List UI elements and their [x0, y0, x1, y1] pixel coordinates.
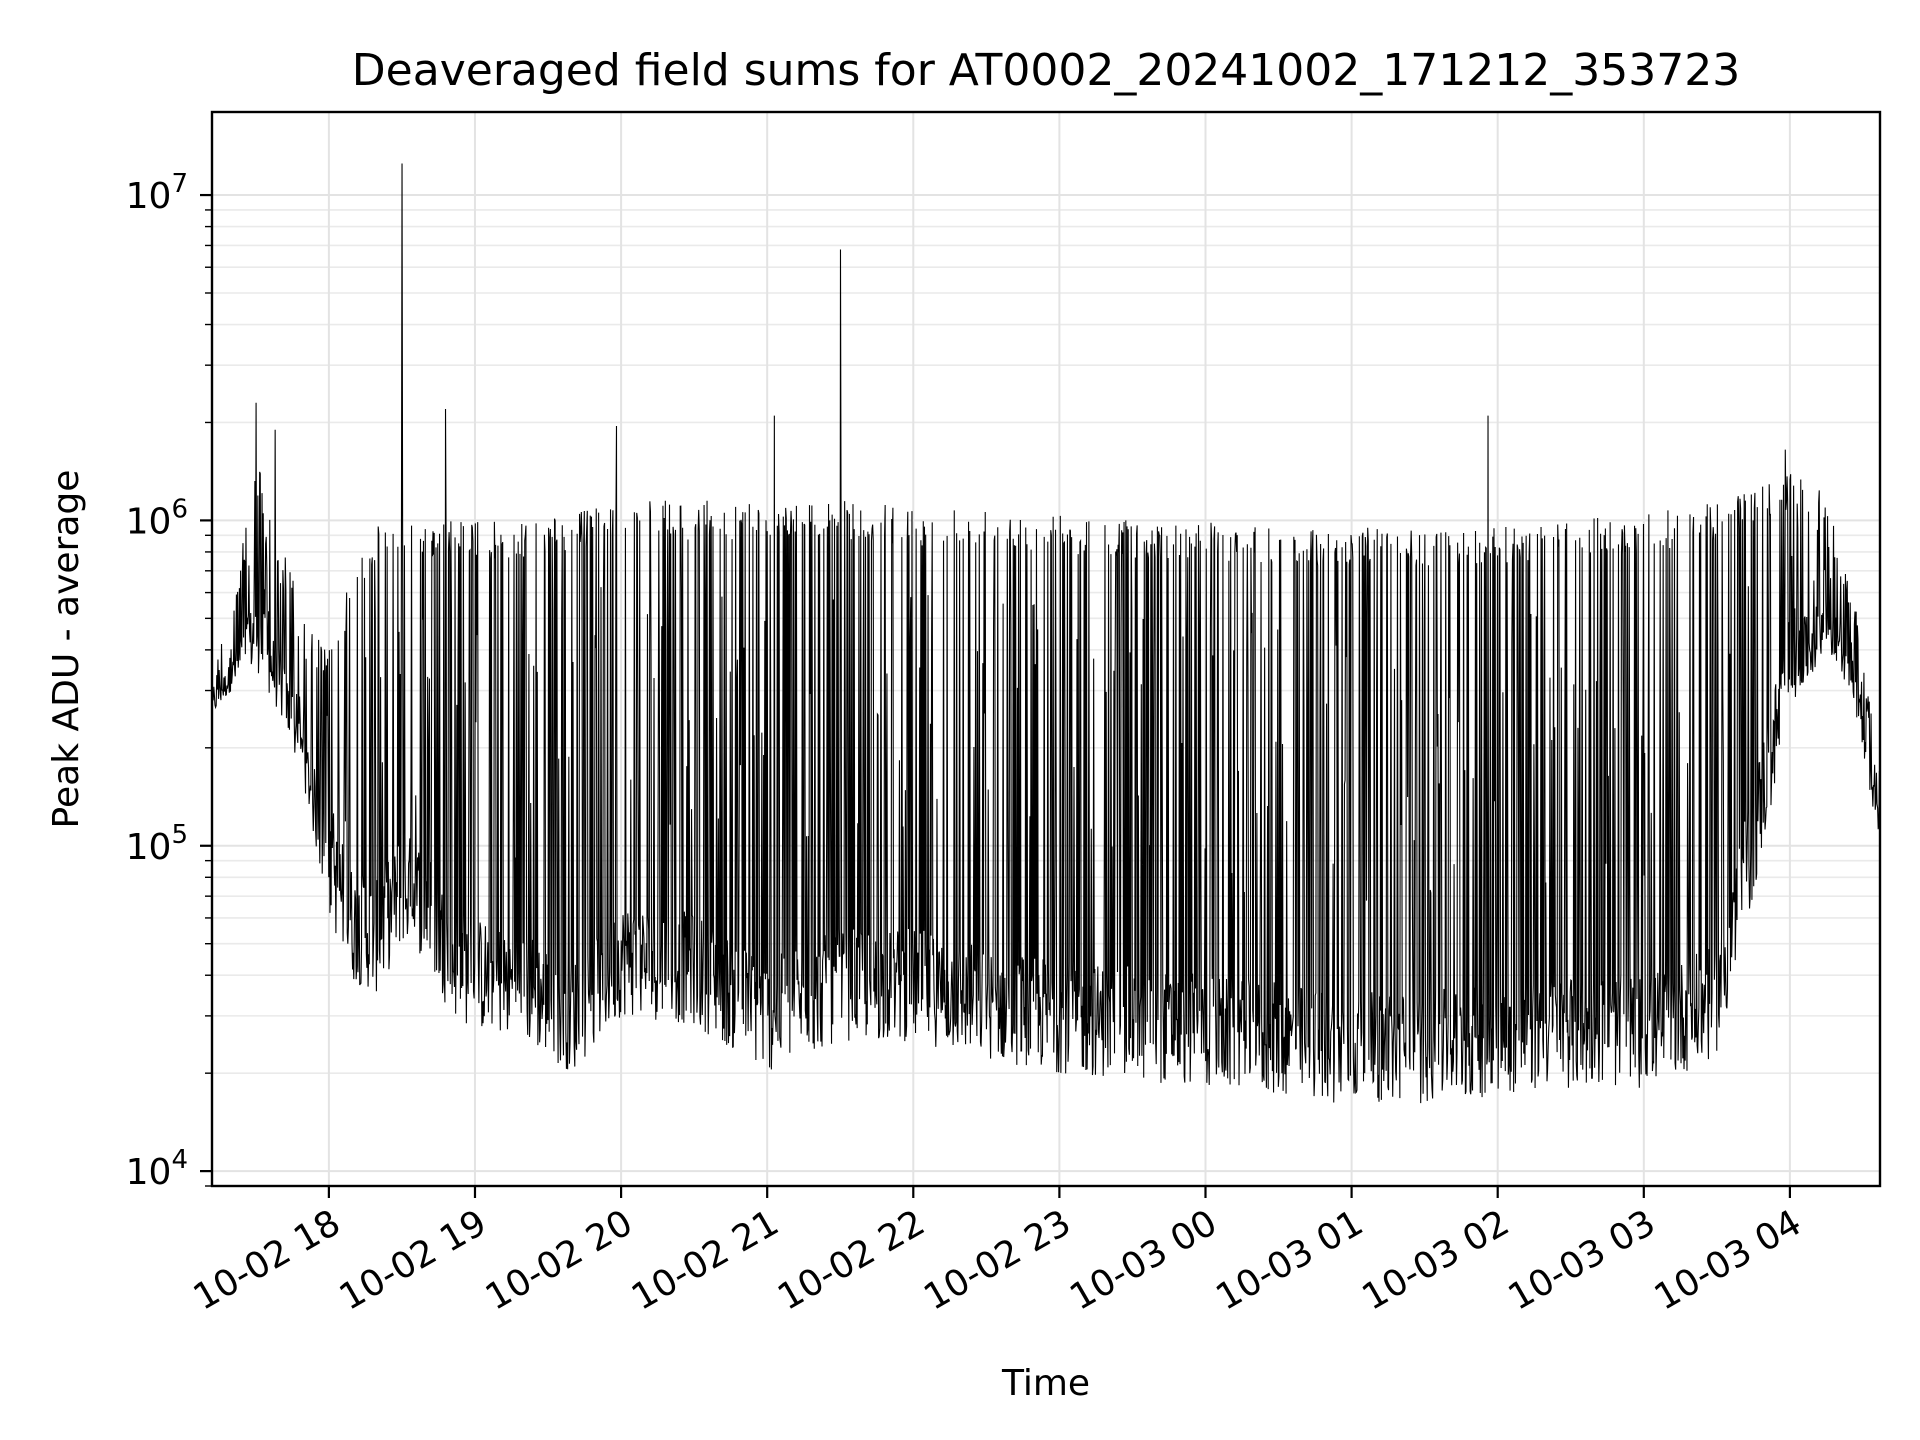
y-axis-ticks: 104 105 106 107 [126, 169, 212, 1193]
chart-title: Deaveraged field sums for AT0002_2024100… [352, 45, 1740, 96]
x-tick-label: 10-03 04 [1648, 1202, 1809, 1318]
x-tick-label: 10-02 22 [771, 1202, 932, 1318]
data-series [211, 163, 1881, 1104]
x-tick-label: 10-03 01 [1209, 1202, 1370, 1318]
y-tick-label: 107 [126, 169, 188, 217]
y-tick-label: 104 [126, 1145, 188, 1193]
plot-frame [210, 110, 1882, 1188]
y-tick-label: 105 [126, 820, 188, 868]
x-tick-label: 10-03 00 [1063, 1202, 1224, 1318]
series-line [211, 163, 1881, 1104]
x-tick-label: 10-03 02 [1356, 1202, 1517, 1318]
x-tick-label: 10-02 19 [333, 1202, 494, 1318]
y-tick-label: 106 [126, 494, 188, 542]
x-tick-label: 10-03 03 [1502, 1202, 1663, 1318]
y-axis-label: Peak ADU - average [46, 470, 87, 829]
x-axis-label: Time [1001, 1363, 1090, 1404]
x-tick-label: 10-02 23 [917, 1202, 1078, 1318]
x-tick-label: 10-02 20 [479, 1202, 640, 1318]
x-tick-label: 10-02 21 [625, 1202, 786, 1318]
x-tick-label: 10-02 18 [187, 1202, 348, 1318]
